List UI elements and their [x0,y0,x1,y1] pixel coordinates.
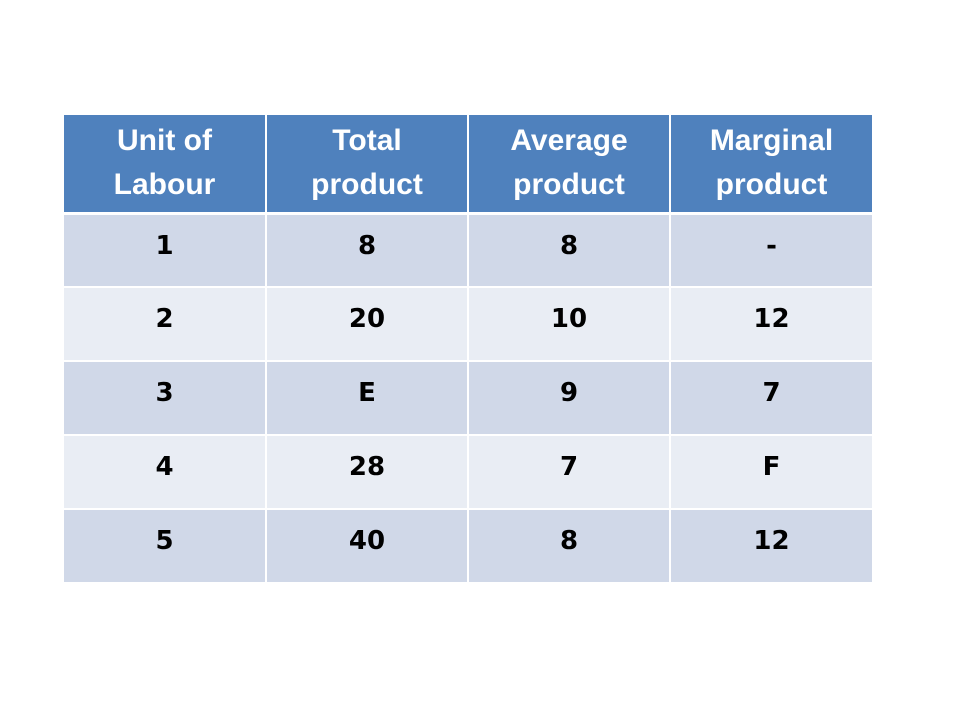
header-total-product: Total product [266,115,469,215]
cell-total-product: 28 [266,435,469,510]
cell-unit-of-labour: 3 [64,361,267,436]
header-unit-of-labour: Unit of Labour [64,115,267,215]
table-row: 4 28 7 F [64,435,872,510]
cell-average-product: 8 [468,509,671,584]
production-table: Unit of Labour Total product Average pro… [64,115,872,584]
cell-unit-of-labour: 5 [64,509,267,584]
header-marginal-product: Marginal product [670,115,872,215]
cell-total-product: 40 [266,509,469,584]
cell-total-product: 20 [266,287,469,362]
cell-average-product: 10 [468,287,671,362]
cell-average-product: 9 [468,361,671,436]
cell-unit-of-labour: 1 [64,213,267,288]
cell-average-product: 8 [468,213,671,288]
cell-total-product: E [266,361,469,436]
header-row: Unit of Labour Total product Average pro… [64,115,872,215]
table-row: 2 20 10 12 [64,287,872,362]
cell-unit-of-labour: 4 [64,435,267,510]
table-row: 5 40 8 12 [64,509,872,584]
cell-marginal-product: - [670,213,872,288]
cell-marginal-product: 7 [670,361,872,436]
cell-marginal-product: F [670,435,872,510]
table-row: 1 8 8 - [64,213,872,288]
cell-total-product: 8 [266,213,469,288]
header-average-product: Average product [468,115,671,215]
cell-marginal-product: 12 [670,287,872,362]
cell-marginal-product: 12 [670,509,872,584]
cell-average-product: 7 [468,435,671,510]
cell-unit-of-labour: 2 [64,287,267,362]
table-row: 3 E 9 7 [64,361,872,436]
